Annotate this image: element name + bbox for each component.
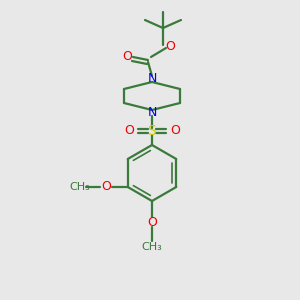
Text: O: O [101,181,111,194]
Text: O: O [147,217,157,230]
Text: CH₃: CH₃ [142,242,162,252]
Text: S: S [148,124,156,138]
Text: O: O [122,50,132,64]
Text: N: N [147,73,157,85]
Text: O: O [170,124,180,137]
Text: O: O [124,124,134,137]
Text: N: N [147,106,157,119]
Text: CH₃: CH₃ [69,182,90,192]
Text: O: O [165,40,175,52]
